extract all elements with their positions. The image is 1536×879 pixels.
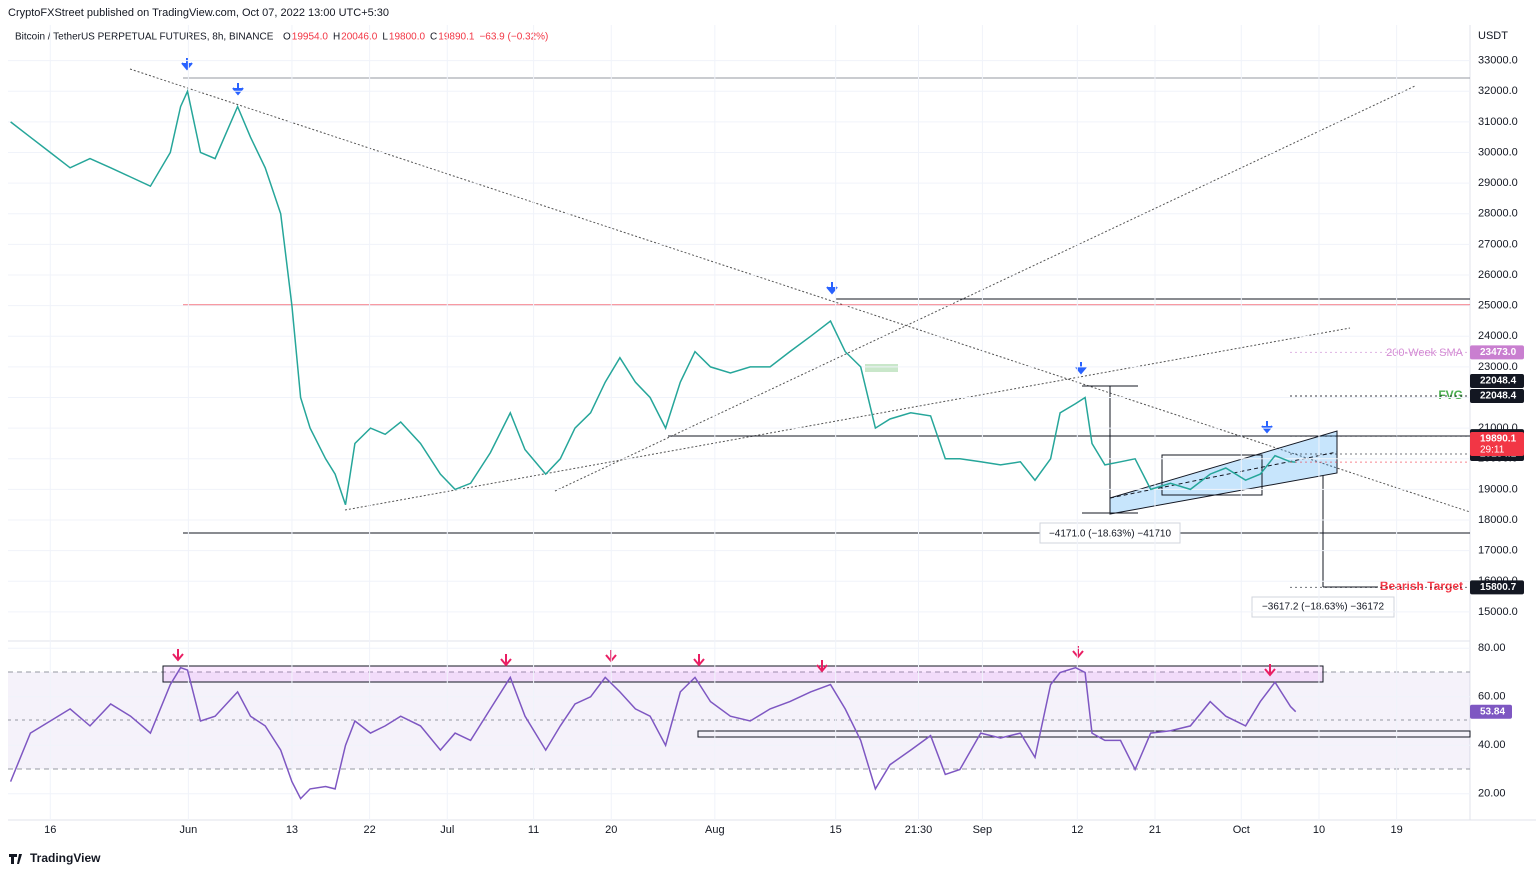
y-tick-label: 60.00: [1478, 691, 1506, 703]
ohlc-key: H: [333, 32, 340, 43]
y-tick-label: 33000.0: [1478, 55, 1518, 67]
y-tick-label: 23000.0: [1478, 361, 1518, 373]
x-tick-label: 11: [528, 824, 539, 836]
series-line: [9, 666, 1297, 800]
rsi-tag: [1470, 704, 1512, 719]
price-tag: [1470, 345, 1524, 360]
currency: USDT: [1478, 30, 1508, 42]
x-tick-label: Jul: [440, 824, 454, 836]
rsi-tag-label: 53.84: [1480, 706, 1505, 717]
x-tick-label: 16: [44, 824, 56, 836]
change: −63.9 (−0.32%): [479, 32, 548, 43]
y-tick-label: 26000.0: [1478, 269, 1518, 281]
ohlc-key: C: [430, 32, 437, 43]
y-tick-label: 40.00: [1478, 739, 1506, 751]
ohlc-value: 20046.0: [341, 32, 378, 43]
measure-label: −3617.2 (−18.63%) −36172: [1262, 602, 1384, 613]
measure-label: −4171.0 (−18.63%) −41710: [1049, 529, 1171, 540]
target-label: Bearish Target: [1380, 579, 1463, 593]
x-tick-label: Aug: [705, 824, 725, 836]
x-tick-label: 13: [286, 824, 298, 836]
x-tick-label: 21:30: [905, 824, 933, 836]
footer-brand: TradingView: [30, 851, 101, 865]
x-tick-label: Sep: [973, 824, 993, 836]
x-tick-label: 21: [1149, 824, 1161, 836]
y-tick-label: 19000.0: [1478, 483, 1518, 495]
price-tag-countdown: 29:11: [1480, 445, 1505, 456]
price-tag: [1470, 580, 1524, 595]
y-tick-label: 18000.0: [1478, 514, 1518, 526]
symbol: Bitcoin / TetherUS PERPETUAL FUTURES, 8h…: [15, 32, 274, 43]
y-tick-label: 80.00: [1478, 642, 1506, 654]
x-tick-label: 20: [605, 824, 617, 836]
ohlc: O 19954.0 H 20046.0 L 19800.0 C 19890.1 −63.9 (−…: [283, 32, 548, 43]
x-tick-label: 15: [830, 824, 842, 836]
fvg-label: FVG: [1438, 388, 1463, 402]
x-tick-label: 12: [1071, 824, 1083, 836]
ohlc-value: 19800.0: [389, 32, 426, 43]
x-tick-label: Jun: [180, 824, 198, 836]
measure-box: [1039, 522, 1181, 544]
ohlc-key: L: [382, 32, 388, 43]
y-tick-label: 25000.0: [1478, 300, 1518, 312]
price-tag-label: 22048.4: [1480, 391, 1517, 402]
price-tag: [1470, 389, 1524, 404]
price-tag-label: 22048.4: [1480, 376, 1517, 387]
ohlc-key: O: [283, 32, 291, 43]
x-tick-label: 10: [1313, 824, 1325, 836]
x-tick-label: Oct: [1233, 824, 1250, 836]
price-tag-label: 19890.1: [1480, 434, 1517, 445]
price-tag-label: 23473.0: [1480, 347, 1517, 358]
series-line: [10, 88, 1296, 505]
ohlc-value: 19954.0: [292, 32, 329, 43]
y-tick-label: 20.00: [1478, 788, 1506, 800]
publisher: CryptoFXStreet published on TradingView.…: [8, 7, 389, 19]
price-tag: [1470, 432, 1524, 457]
y-tick-label: 17000.0: [1478, 545, 1518, 557]
y-tick-label: 28000.0: [1478, 208, 1518, 220]
y-tick-label: 31000.0: [1478, 116, 1518, 128]
x-tick-label: 22: [363, 824, 375, 836]
y-tick-label: 24000.0: [1478, 330, 1518, 342]
y-tick-label: 29000.0: [1478, 177, 1518, 189]
sma-label: 200-Week SMA: [1386, 347, 1463, 359]
price-tag: [1470, 374, 1524, 389]
y-tick-label: 32000.0: [1478, 85, 1518, 97]
x-tick-label: 19: [1391, 824, 1403, 836]
y-tick-label: 27000.0: [1478, 238, 1518, 250]
price-tag-label: 15800.7: [1480, 582, 1517, 593]
y-tick-label: 15000.0: [1478, 606, 1518, 618]
rsi-levels: [8, 671, 1470, 770]
y-tick-label: 30000.0: [1478, 146, 1518, 158]
drawings: [129, 58, 1471, 738]
ohlc-value: 19890.1: [438, 32, 475, 43]
logo: [9, 854, 22, 864]
